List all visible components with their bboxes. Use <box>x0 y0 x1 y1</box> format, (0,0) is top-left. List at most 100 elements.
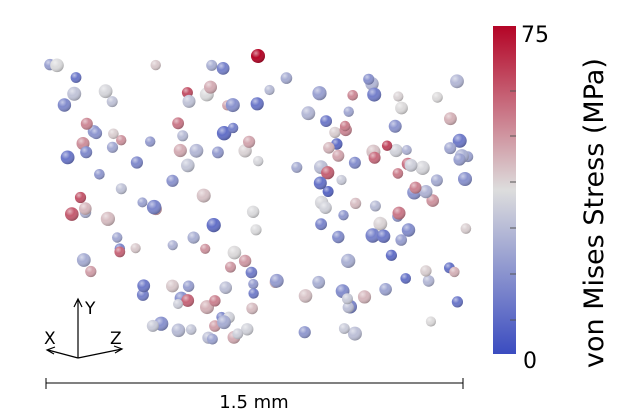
particle <box>395 234 408 246</box>
particle <box>80 146 93 159</box>
particle <box>112 232 123 243</box>
particle <box>301 106 316 121</box>
particle <box>130 243 141 254</box>
particle <box>207 333 218 345</box>
particle <box>367 87 382 102</box>
particle <box>65 207 79 221</box>
particle <box>85 265 97 278</box>
particle <box>177 130 189 142</box>
particle <box>227 245 242 260</box>
particle <box>419 185 433 199</box>
particle <box>452 133 467 148</box>
particle <box>319 201 332 214</box>
scale-bar <box>45 378 464 389</box>
particle <box>172 117 185 130</box>
particle <box>130 156 143 169</box>
triad-z-axis <box>77 348 123 359</box>
particle <box>392 206 406 220</box>
particle <box>137 197 148 208</box>
particle <box>250 97 264 111</box>
particle <box>291 161 303 173</box>
particle <box>379 283 392 296</box>
particle <box>347 326 362 341</box>
particle <box>67 86 82 101</box>
particle <box>166 279 179 293</box>
particle <box>426 194 440 207</box>
particle <box>60 150 75 165</box>
particle <box>332 149 345 162</box>
particle <box>80 117 93 130</box>
particle <box>347 90 359 101</box>
particle <box>100 211 115 226</box>
particle <box>70 72 82 83</box>
particle <box>376 229 391 243</box>
particle <box>98 84 113 99</box>
particle <box>232 328 244 340</box>
triad-x-arrowhead <box>45 346 56 355</box>
particle <box>298 289 313 303</box>
particle <box>400 273 412 284</box>
particle <box>458 172 472 186</box>
particle <box>238 254 252 268</box>
particle <box>108 128 119 140</box>
triad-x-label: X <box>44 329 56 349</box>
particle <box>368 151 381 164</box>
particle <box>320 115 332 127</box>
particle <box>79 202 92 215</box>
particle <box>449 266 460 278</box>
particle <box>209 295 221 307</box>
particle <box>343 106 354 117</box>
particle <box>196 188 211 203</box>
particle <box>373 216 388 231</box>
particle <box>363 73 375 85</box>
colorbar-min-label: 0 <box>523 349 537 374</box>
particle <box>336 174 347 186</box>
particle <box>369 200 381 212</box>
particle <box>185 324 197 335</box>
particle-cloud <box>44 49 474 345</box>
particle <box>323 142 335 154</box>
particle <box>365 228 380 243</box>
particle <box>146 319 159 332</box>
particle <box>246 302 258 315</box>
particle <box>315 218 327 231</box>
particle <box>420 265 432 277</box>
particle <box>392 168 404 179</box>
particle <box>451 296 463 308</box>
particle <box>404 158 418 172</box>
particle <box>298 326 311 339</box>
particle <box>251 49 265 63</box>
particle <box>227 122 239 134</box>
particle <box>171 323 186 338</box>
particle <box>312 86 327 101</box>
particle <box>114 246 126 258</box>
particle <box>106 96 118 108</box>
particle <box>216 126 232 141</box>
particle <box>136 288 149 301</box>
particle <box>253 155 264 167</box>
particle <box>182 94 196 108</box>
particle <box>264 84 275 96</box>
particle <box>90 127 103 140</box>
particle <box>241 323 254 336</box>
particle <box>401 145 412 155</box>
particle <box>339 120 351 132</box>
particle <box>173 299 183 309</box>
particle <box>389 143 403 158</box>
triad-z-arrowhead <box>113 345 124 354</box>
particle <box>145 136 156 147</box>
orientation-triad <box>45 297 124 359</box>
particle <box>312 275 326 289</box>
triad-y-label: Y <box>84 299 96 319</box>
particle <box>146 199 162 215</box>
particle <box>269 273 284 288</box>
particle <box>280 72 293 84</box>
particle <box>338 210 349 221</box>
particle <box>381 140 393 151</box>
particle <box>57 98 72 112</box>
particle <box>338 323 350 334</box>
particle <box>444 142 457 155</box>
particle <box>212 146 224 159</box>
particle <box>350 197 362 209</box>
